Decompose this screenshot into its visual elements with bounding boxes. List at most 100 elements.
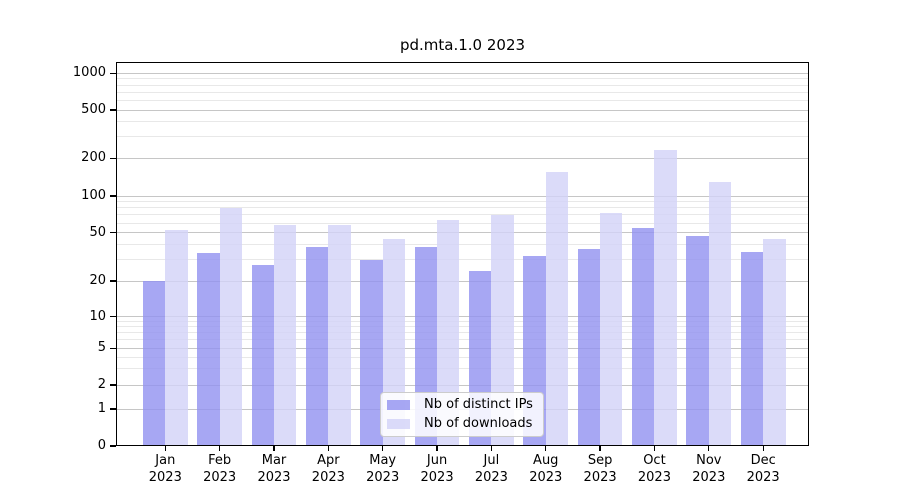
major-gridline xyxy=(116,109,809,111)
x-tick-mark xyxy=(436,446,438,451)
x-tick-year: 2023 xyxy=(366,469,400,485)
x-tick-year: 2023 xyxy=(746,469,780,485)
major-gridline xyxy=(116,384,809,386)
bar-downloads xyxy=(545,172,569,446)
minor-gridline xyxy=(116,91,809,93)
bar-distinct-ips xyxy=(632,227,655,446)
minor-gridline xyxy=(116,259,809,261)
x-tick-mark xyxy=(599,446,601,451)
x-axis-tick-label: Jul 2023 xyxy=(460,453,522,486)
bar-distinct-ips xyxy=(740,251,764,446)
bar-distinct-ips xyxy=(142,281,166,446)
minor-gridline xyxy=(116,339,809,341)
x-tick-year: 2023 xyxy=(529,469,563,485)
x-tick-month: Mar xyxy=(261,453,287,468)
bar-downloads xyxy=(491,214,514,446)
bar-distinct-ips xyxy=(305,247,329,446)
y-tick-mark xyxy=(109,232,116,234)
y-tick-mark xyxy=(109,72,116,74)
y-axis-tick-label: 0 xyxy=(97,438,106,453)
y-tick-mark xyxy=(109,445,116,447)
x-tick-mark xyxy=(219,446,221,451)
minor-gridline xyxy=(116,136,809,138)
y-tick-mark xyxy=(109,347,116,349)
x-tick-year: 2023 xyxy=(203,469,237,485)
minor-gridline xyxy=(116,78,809,80)
bar-downloads xyxy=(763,239,786,446)
minor-gridline xyxy=(116,222,809,224)
bar-downloads xyxy=(165,229,188,446)
x-tick-month: Jun xyxy=(426,453,448,468)
y-axis-tick-label: 10 xyxy=(89,308,106,324)
bar-downloads xyxy=(437,220,460,446)
minor-gridline xyxy=(116,214,809,216)
x-tick-month: Apr xyxy=(317,453,340,468)
plot-area xyxy=(116,62,809,446)
legend-item-downloads: Nb of downloads xyxy=(387,416,535,432)
chart-title: pd.mta.1.0 2023 xyxy=(399,36,526,54)
minor-gridline xyxy=(116,207,809,209)
major-gridline xyxy=(116,232,809,234)
major-gridline xyxy=(116,195,809,197)
bar-distinct-ips xyxy=(251,265,274,446)
x-tick-month: Feb xyxy=(208,453,232,468)
x-tick-year: 2023 xyxy=(311,469,345,485)
major-gridline xyxy=(116,280,809,282)
y-tick-mark xyxy=(109,195,116,197)
y-tick-mark xyxy=(109,384,116,386)
x-tick-mark xyxy=(164,446,166,451)
x-tick-mark xyxy=(327,446,329,451)
major-gridline xyxy=(116,157,809,159)
major-gridline xyxy=(116,72,809,74)
minor-gridline xyxy=(116,356,809,358)
x-axis-tick-label: Aug 2023 xyxy=(515,453,577,486)
x-tick-mark xyxy=(762,446,764,451)
bar-downloads xyxy=(600,213,623,446)
major-gridline xyxy=(116,347,809,349)
major-gridline xyxy=(116,316,809,318)
minor-gridline xyxy=(116,326,809,328)
x-tick-mark xyxy=(490,446,493,451)
x-tick-month: Jan xyxy=(155,453,176,468)
y-axis-tick-label: 100 xyxy=(81,188,106,203)
x-axis-tick-label: Dec 2023 xyxy=(732,453,794,486)
bar-distinct-ips xyxy=(197,253,220,446)
x-axis-tick-label: Nov 2023 xyxy=(678,453,740,486)
x-tick-year: 2023 xyxy=(257,469,291,485)
x-tick-month: Sep xyxy=(587,453,613,468)
minor-gridline xyxy=(116,121,809,123)
x-axis-tick-label: Jun 2023 xyxy=(406,453,468,486)
x-tick-month: Aug xyxy=(533,453,559,468)
legend-swatch-downloads xyxy=(387,418,410,429)
x-tick-year: 2023 xyxy=(637,469,671,485)
bar-distinct-ips xyxy=(360,259,383,446)
x-tick-mark xyxy=(708,446,710,451)
y-tick-mark xyxy=(109,280,116,282)
legend-item-distinct-ips: Nb of distinct IPs xyxy=(387,397,535,413)
x-tick-month: Dec xyxy=(750,453,776,468)
x-tick-mark xyxy=(273,446,275,451)
y-axis-tick-label: 5 xyxy=(97,340,106,356)
bar-distinct-ips xyxy=(686,235,709,446)
x-tick-month: May xyxy=(369,453,397,468)
minor-gridline xyxy=(116,321,809,322)
x-axis-tick-label: Feb 2023 xyxy=(189,453,251,486)
x-axis-tick-label: Apr 2023 xyxy=(297,453,359,486)
y-axis-tick-label: 1000 xyxy=(72,65,106,81)
minor-gridline xyxy=(116,332,809,334)
y-tick-mark xyxy=(109,408,116,410)
x-tick-year: 2023 xyxy=(583,469,617,485)
y-axis-tick-label: 20 xyxy=(89,273,106,288)
bar-downloads xyxy=(274,224,297,446)
x-tick-year: 2023 xyxy=(420,469,454,485)
x-axis-tick-label: Jan 2023 xyxy=(134,453,196,486)
x-tick-mark xyxy=(382,446,384,451)
y-tick-mark xyxy=(109,109,116,111)
x-tick-month: Oct xyxy=(643,453,666,468)
x-tick-mark xyxy=(545,446,547,451)
x-axis-tick-label: Sep 2023 xyxy=(569,453,631,486)
legend: Nb of distinct IPs Nb of downloads xyxy=(380,392,544,437)
y-tick-mark xyxy=(109,316,116,318)
minor-gridline xyxy=(116,84,809,86)
